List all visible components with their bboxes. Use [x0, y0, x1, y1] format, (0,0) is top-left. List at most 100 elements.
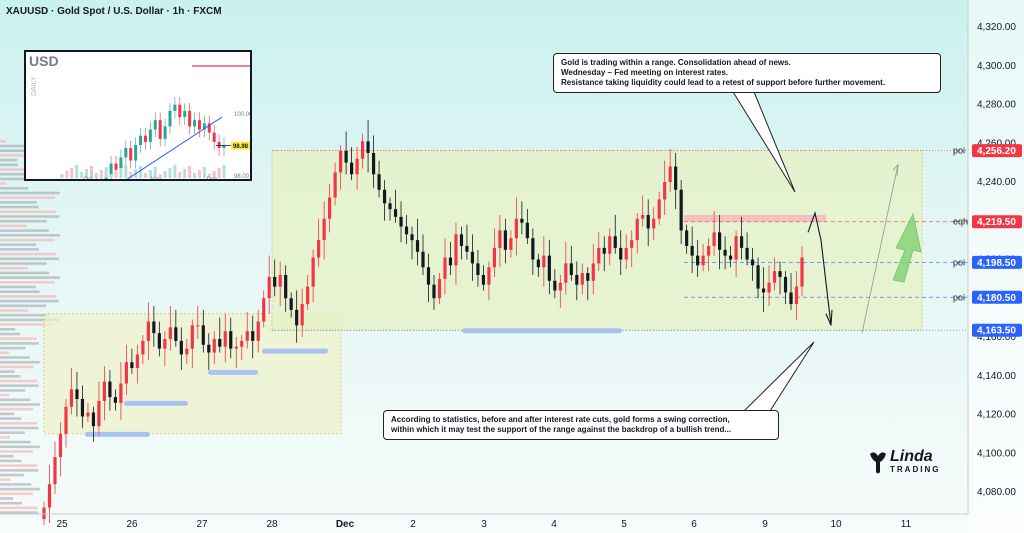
inset-candle-body: [148, 129, 152, 142]
time-axis-tick: 27: [196, 519, 208, 530]
candle-body: [146, 321, 150, 341]
candle-body: [426, 267, 431, 285]
inset-volume-bar: [197, 170, 201, 178]
inset-volume-bar: [75, 165, 79, 178]
volume-profile-bar: [0, 238, 55, 242]
inset-volume-bar: [70, 168, 74, 178]
inset-volume-bar: [65, 171, 69, 178]
candle-body: [234, 346, 238, 349]
inset-volume-bar: [139, 166, 143, 178]
callout-bottom-tail: [743, 341, 815, 412]
inset-x-tick: Dec: [207, 177, 218, 181]
callout-top-tail: [729, 86, 796, 193]
candle-body: [509, 238, 513, 250]
volume-profile-bar: [0, 285, 36, 289]
candle-body: [141, 340, 145, 355]
candle-body: [602, 247, 606, 254]
price-badge-text: 4,219.50: [977, 217, 1016, 228]
volume-profile-bar: [0, 187, 29, 190]
volume-profile-bar: [0, 266, 28, 270]
candle-body: [712, 232, 716, 246]
volume-profile-bar: [0, 182, 7, 185]
volume-profile-bar: [0, 196, 56, 199]
projection-path: [807, 211, 832, 326]
candle-body: [91, 412, 96, 427]
volume-profile-bar: [0, 454, 14, 458]
price-badge-text: 4,163.50: [977, 326, 1016, 337]
candle-body: [503, 230, 507, 250]
price-axis-tick: 4,140.00: [977, 371, 1016, 382]
candle-body: [284, 275, 288, 299]
candle-body: [487, 267, 491, 285]
inset-candle-body: [158, 120, 162, 139]
volume-profile-bar: [0, 422, 38, 425]
price-axis-tick: 4,100.00: [977, 448, 1016, 459]
candle-body: [657, 199, 661, 219]
inset-candle-body: [129, 148, 133, 161]
chart-header-title: XAUUSD · Gold Spot / U.S. Dollar · 1h · …: [6, 6, 222, 17]
candle-body: [53, 457, 57, 485]
callout-top-line: Gold is trading within a range. Consolid…: [561, 58, 791, 67]
candle-body: [778, 271, 782, 277]
volume-profile-bar: [0, 229, 49, 232]
volume-profile-bar: [0, 384, 39, 387]
inset-volume-bar: [202, 167, 206, 178]
inset-candle-body: [207, 123, 211, 133]
candle-body: [421, 251, 425, 268]
candle-body: [388, 203, 392, 210]
candle-body: [196, 325, 200, 327]
candle-body: [635, 218, 639, 241]
inset-y-tick: 98.00: [234, 174, 250, 180]
candle-body: [212, 338, 216, 353]
inset-x-tick: Nov: [151, 177, 162, 181]
price-axis-tick: 4,080.00: [977, 487, 1016, 498]
inset-volume-bar: [212, 171, 216, 178]
price-badge: [972, 323, 1022, 337]
candle-body: [256, 321, 260, 341]
volume-profile-bar: [0, 492, 33, 496]
inset-volume-bar: [163, 171, 167, 178]
candle-body: [366, 141, 370, 153]
candle-body: [734, 236, 738, 260]
price-badge: [972, 144, 1022, 158]
volume-profile-bar: [0, 243, 37, 246]
inset-candle-body: [212, 132, 216, 142]
volume-profile-bar: [0, 351, 9, 355]
volume-profile-bar: [0, 290, 40, 293]
inset-volume-bar: [168, 168, 172, 178]
price-axis-tick: 4,320.00: [977, 22, 1016, 33]
time-axis-tick: 6: [691, 519, 697, 530]
inset-candle-body: [222, 145, 226, 149]
callout-bottom-line: within which it may test the support of …: [391, 425, 732, 434]
price-badge: [972, 215, 1022, 229]
candle-body: [569, 263, 573, 275]
time-axis-tick: 25: [56, 519, 68, 530]
volume-profile-bar: [0, 506, 38, 510]
candle-body: [794, 286, 799, 305]
callout-top-line: Wednesday – Fed meeting on interest rate…: [561, 68, 729, 77]
candle-body: [718, 232, 722, 250]
candle-body: [80, 399, 85, 417]
callout-bottom-line: According to statistics, before and afte…: [391, 415, 730, 424]
inset-volume-bar: [109, 174, 113, 178]
inset-candle-body: [173, 104, 177, 111]
volume-profile-bar: [0, 360, 40, 364]
candle-body: [591, 263, 595, 281]
candle-body: [58, 433, 63, 458]
price-axis-tick: 4,240.00: [977, 177, 1016, 188]
candle-body: [201, 325, 205, 345]
inset-x-tick: Oct: [83, 177, 93, 181]
inset-volume-bar: [148, 170, 152, 178]
candle-body: [300, 304, 304, 326]
inset-candle-body: [183, 110, 187, 118]
liquidity-band: [684, 214, 826, 222]
volume-profile-bar: [0, 281, 55, 284]
candle-body: [476, 263, 480, 275]
brand-logo: Linda TRADING: [866, 448, 938, 478]
candle-body: [707, 245, 711, 256]
time-axis-tick: 3: [481, 519, 487, 530]
price-axis-tick: 4,120.00: [977, 410, 1016, 421]
price-badge: [972, 290, 1022, 304]
